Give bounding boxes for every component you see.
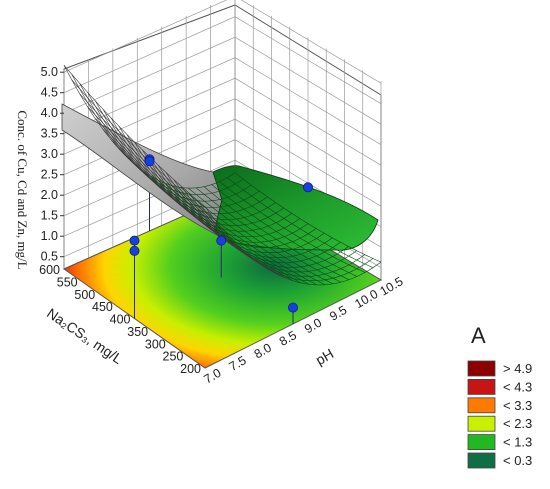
data-point — [216, 235, 227, 246]
mesh-line — [205, 213, 292, 232]
x-tick-label: 10.5 — [378, 274, 406, 298]
mesh-line — [276, 254, 365, 277]
mesh-line — [196, 199, 286, 277]
x-axis-label: pH — [313, 345, 337, 368]
y-tick-label: 600 — [39, 263, 60, 277]
z-axis-label: Conc. of Cu, Cd and Zn, mg/L — [15, 110, 30, 269]
mesh-line — [71, 74, 158, 183]
legend-swatch — [467, 378, 496, 395]
mesh-line — [237, 232, 325, 254]
y-tick-label: 350 — [127, 325, 148, 339]
y-tick-label: 300 — [145, 337, 166, 351]
z-tick-label: 2.5 — [41, 168, 58, 182]
y-tick-label: 550 — [57, 275, 78, 289]
mesh-line — [253, 241, 341, 263]
data-point — [129, 245, 140, 256]
z-tick-label: 1.5 — [41, 209, 58, 223]
y-tick-label: 450 — [92, 300, 113, 314]
mesh-line — [165, 184, 252, 202]
mesh-line — [204, 206, 294, 282]
mesh-line — [213, 218, 301, 238]
x-tick-label: 9.0 — [302, 315, 324, 336]
z-axis-ticks: 0.5 1.0 1.5 2.0 2.5 3.0 3.5 4.0 4.5 5.0 — [41, 65, 64, 264]
legend-label: < 2.3 — [503, 416, 532, 431]
mesh-line — [197, 207, 284, 226]
data-point — [287, 302, 298, 313]
z-tick-label: 3.5 — [41, 127, 58, 141]
legend-label: < 4.3 — [503, 379, 532, 394]
legend-label: > 4.9 — [503, 361, 532, 376]
x-tick-label: 7.0 — [202, 366, 224, 387]
mesh-line — [221, 223, 309, 243]
mesh-line — [189, 193, 278, 272]
legend-swatch — [467, 452, 496, 469]
legend-swatch — [467, 360, 496, 377]
z-tick-label: 1.0 — [41, 229, 58, 243]
x-tick-label: 9.5 — [327, 303, 349, 324]
mesh-line — [173, 179, 262, 262]
legend-swatch — [467, 434, 496, 451]
mesh-line — [189, 202, 276, 220]
mesh-line — [149, 172, 236, 189]
mesh-line — [229, 228, 317, 248]
data-points — [129, 154, 313, 313]
mesh-line — [95, 100, 182, 204]
data-point — [144, 156, 155, 167]
legend-swatch — [467, 397, 496, 414]
y-tick-label: 400 — [110, 313, 131, 327]
y-tick-label: 200 — [180, 362, 201, 376]
x-tick-label: 7.5 — [227, 353, 249, 374]
mesh-line — [63, 65, 150, 176]
legend: A > 4.9 < 4.3 < 3.3 < 2.3 < 1.3 < 0.3 — [467, 323, 532, 469]
mesh-line — [87, 92, 174, 197]
wall-gridline — [63, 0, 382, 84]
mesh-line — [292, 261, 382, 286]
mesh-line — [157, 178, 244, 195]
mesh-line — [284, 258, 374, 282]
mesh-line — [173, 190, 260, 208]
data-point — [129, 235, 140, 246]
x-tick-label: 8.0 — [252, 341, 274, 362]
data-point — [302, 182, 313, 193]
legend-label: < 3.3 — [503, 398, 532, 413]
surface-mesh-green — [149, 172, 382, 286]
z-tick-label: 2.0 — [41, 188, 58, 202]
mesh-line — [261, 246, 349, 268]
legend-label: < 0.3 — [503, 453, 532, 468]
mesh-line — [79, 83, 166, 190]
z-tick-label: 0.5 — [41, 250, 58, 264]
legend-swatch — [467, 415, 496, 432]
z-tick-label: 3.0 — [41, 147, 58, 161]
y-tick-label: 250 — [163, 350, 184, 364]
z-tick-label: 4.5 — [41, 86, 58, 100]
mesh-line — [268, 250, 357, 273]
legend-title: A — [471, 323, 486, 348]
legend-label: < 1.3 — [503, 435, 532, 450]
z-tick-label: 5.0 — [41, 65, 58, 79]
mesh-line — [245, 237, 333, 259]
mesh-line — [181, 196, 268, 214]
y-tick-label: 500 — [74, 288, 95, 302]
x-tick-label: 8.5 — [277, 328, 299, 349]
z-tick-label: 4.0 — [41, 106, 58, 120]
